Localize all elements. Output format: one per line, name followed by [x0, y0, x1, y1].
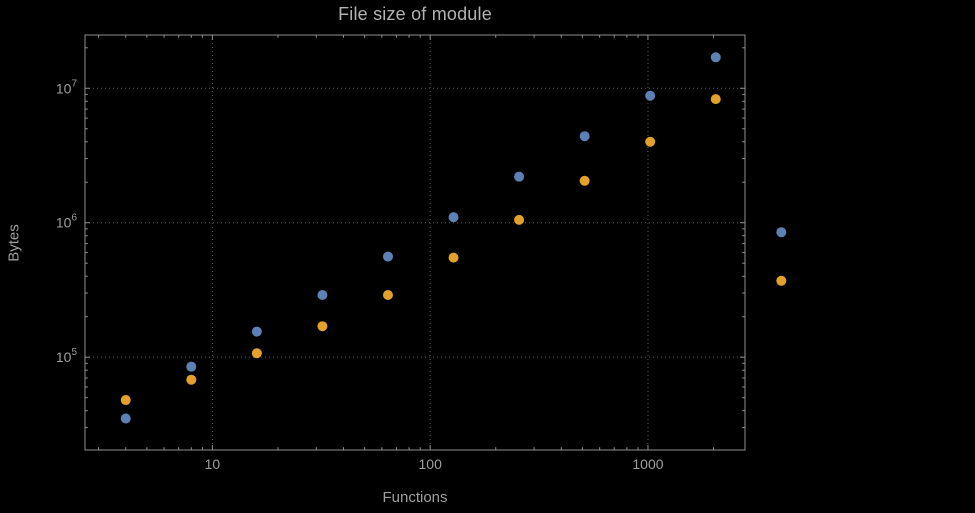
data-point-orange	[448, 252, 459, 263]
data-point-blue	[776, 227, 787, 238]
x-tick-label: 1000	[632, 456, 663, 472]
plot-frame	[84, 34, 746, 451]
data-point-orange	[645, 136, 656, 147]
data-point-orange	[514, 214, 525, 225]
y-tick-label: 107	[56, 78, 78, 96]
data-point-orange	[776, 275, 787, 286]
data-point-blue	[382, 251, 393, 262]
data-point-orange	[382, 290, 393, 301]
x-tick-label: 10	[205, 456, 221, 472]
x-tick-label: 100	[419, 456, 443, 472]
data-point-blue	[448, 212, 459, 223]
data-point-orange	[186, 374, 197, 385]
y-tick-label: 106	[56, 213, 78, 231]
data-point-blue	[251, 326, 262, 337]
data-point-blue	[579, 131, 590, 142]
data-point-blue	[514, 171, 525, 182]
data-point-orange	[710, 94, 721, 105]
data-point-blue	[186, 361, 197, 372]
chart-title: File size of module	[338, 4, 492, 24]
data-point-orange	[317, 321, 328, 332]
data-point-orange	[579, 175, 590, 186]
y-tick-label: 105	[56, 347, 78, 365]
x-axis-label: Functions	[382, 489, 448, 506]
data-point-orange	[251, 348, 262, 359]
data-point-blue	[710, 52, 721, 63]
data-point-blue	[645, 90, 656, 101]
data-point-blue	[317, 290, 328, 301]
data-point-orange	[120, 395, 131, 406]
data-point-blue	[120, 413, 131, 424]
